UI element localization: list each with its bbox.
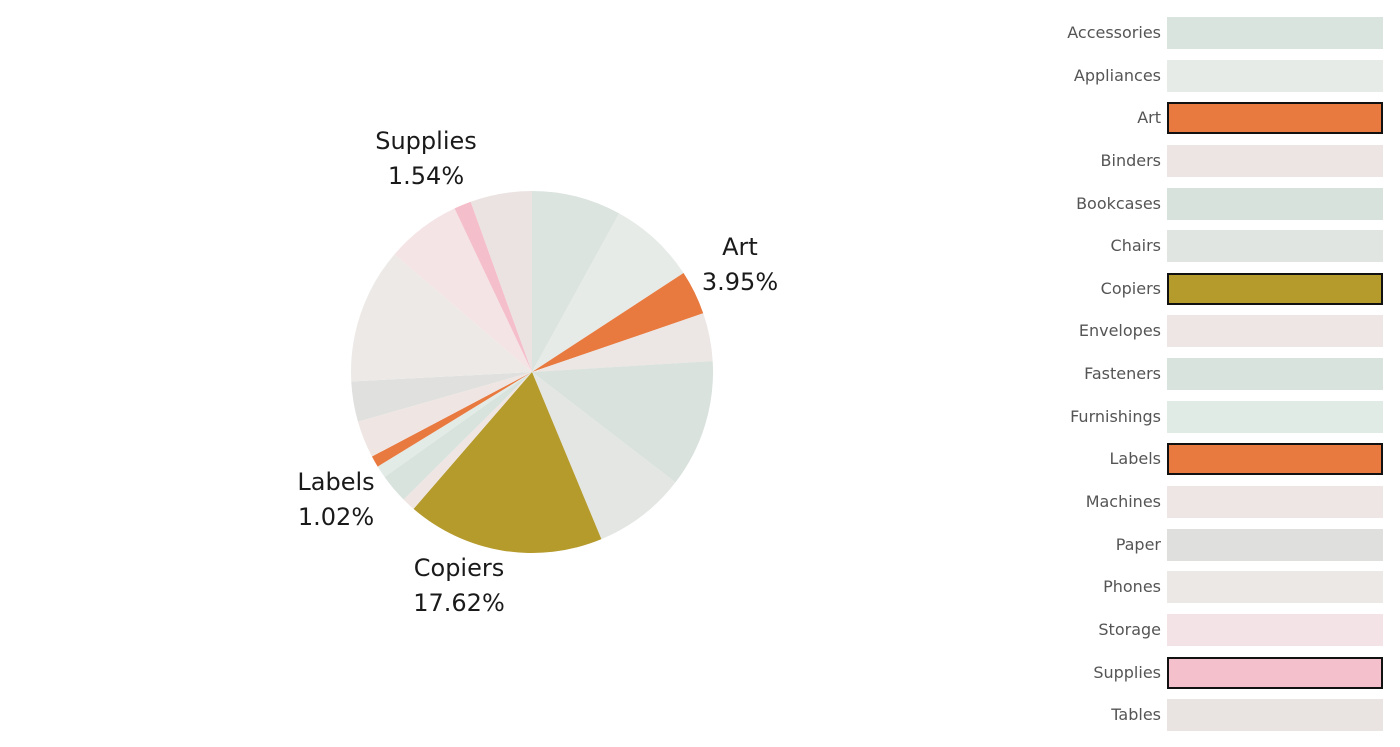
pie-label-labels-name: Labels xyxy=(297,468,374,496)
pie-label-art-name: Art xyxy=(722,233,758,261)
pie-slice-paper[interactable] xyxy=(351,372,532,422)
pie-chart: Art 3.95% Copiers 17.62% Labels 1.02% Supplies… xyxy=(297,127,778,617)
legend-label: Accessories xyxy=(1067,23,1161,42)
legend-item-appliances[interactable]: Appliances xyxy=(1040,59,1390,102)
legend-label: Binders xyxy=(1100,150,1161,170)
legend-swatch-paper[interactable] xyxy=(1167,528,1383,561)
legend-swatch-phones[interactable] xyxy=(1167,571,1383,604)
pie-slice-fasteners[interactable] xyxy=(384,372,532,500)
pie-slice-accessories[interactable] xyxy=(532,191,620,372)
legend-label: Appliances xyxy=(1073,65,1161,85)
pie-slice-bookcases[interactable] xyxy=(532,361,713,483)
legend-item-machines[interactable]: Machines xyxy=(1040,485,1390,528)
legend-item-tables[interactable]: Tables xyxy=(1040,698,1390,741)
legend-item-bookcases[interactable]: Bookcases xyxy=(1040,187,1390,230)
legend-swatch-art[interactable] xyxy=(1167,102,1383,135)
pie-slice-art[interactable] xyxy=(532,273,704,372)
pie-label-labels-value: 1.02% xyxy=(298,503,374,531)
legend-item-chairs[interactable]: Chairs xyxy=(1040,229,1390,272)
legend-item-phones[interactable]: Phones xyxy=(1040,570,1390,613)
legend-swatch-bookcases[interactable] xyxy=(1167,187,1383,220)
legend-swatch-envelopes[interactable] xyxy=(1167,315,1383,348)
legend-swatch-appliances[interactable] xyxy=(1167,59,1383,92)
legend-swatch-accessories[interactable] xyxy=(1167,17,1383,49)
category-legend: Accessories Appliances Art Binders Bookcases… xyxy=(1040,16,1390,741)
legend-label: Phones xyxy=(1103,577,1161,597)
legend-swatch-chairs[interactable] xyxy=(1167,230,1383,263)
legend-swatch-labels[interactable] xyxy=(1167,443,1383,476)
legend-item-copiers[interactable]: Copiers xyxy=(1040,272,1390,315)
legend-label: Envelopes xyxy=(1078,321,1161,341)
legend-swatch-supplies[interactable] xyxy=(1167,656,1383,689)
pie-slice-tables[interactable] xyxy=(470,191,532,372)
legend-label: Paper xyxy=(1115,534,1161,554)
legend-swatch-machines[interactable] xyxy=(1167,486,1383,519)
legend-item-supplies[interactable]: Supplies xyxy=(1040,656,1390,699)
pie-slice-copiers[interactable] xyxy=(413,372,602,554)
legend-label: Machines xyxy=(1085,492,1161,512)
legend-swatch-copiers[interactable] xyxy=(1167,272,1383,305)
legend-label: Fasteners xyxy=(1084,364,1161,384)
legend-swatch-furnishings[interactable] xyxy=(1167,400,1383,433)
legend-item-binders[interactable]: Binders xyxy=(1040,144,1390,187)
pie-chart-svg: Art 3.95% Copiers 17.62% Labels 1.02% Supplies… xyxy=(297,127,778,617)
pie-slice-furnishings[interactable] xyxy=(377,372,532,477)
pie-label-supplies-value: 1.54% xyxy=(388,162,464,190)
legend-item-furnishings[interactable]: Furnishings xyxy=(1040,400,1390,443)
legend-label: Storage xyxy=(1098,619,1161,639)
pie-slice-labels[interactable] xyxy=(371,372,532,467)
pie-label-copiers-value: 17.62% xyxy=(413,589,505,617)
pie-label-supplies-name: Supplies xyxy=(375,127,477,155)
legend-item-envelopes[interactable]: Envelopes xyxy=(1040,314,1390,357)
legend-label: Labels xyxy=(1109,449,1162,469)
legend-label: Tables xyxy=(1111,705,1161,725)
legend-item-accessories[interactable]: Accessories xyxy=(1040,16,1390,59)
legend-swatch-binders[interactable] xyxy=(1167,144,1383,177)
pie-slice-envelopes[interactable] xyxy=(403,372,532,509)
legend-label: Art xyxy=(1137,108,1161,128)
legend-swatch-tables[interactable] xyxy=(1167,699,1383,732)
pie-slice-chairs[interactable] xyxy=(532,372,676,540)
pie-slice-supplies[interactable] xyxy=(454,201,532,372)
pie-slice-phones[interactable] xyxy=(351,254,532,382)
legend-item-paper[interactable]: Paper xyxy=(1040,528,1390,571)
pie-slice-binders[interactable] xyxy=(532,313,713,372)
legend-item-art[interactable]: Art xyxy=(1040,101,1390,144)
pie-slice-storage[interactable] xyxy=(394,208,532,372)
legend-label: Supplies xyxy=(1093,662,1161,682)
pie-slice-machines[interactable] xyxy=(357,372,532,457)
legend-item-storage[interactable]: Storage xyxy=(1040,613,1390,656)
pie-label-art-value: 3.95% xyxy=(702,268,778,296)
legend-swatch-storage[interactable] xyxy=(1167,613,1383,646)
legend-label: Bookcases xyxy=(1076,193,1161,213)
legend-item-fasteners[interactable]: Fasteners xyxy=(1040,357,1390,400)
pie-label-copiers-name: Copiers xyxy=(414,554,504,582)
pie-slice-appliances[interactable] xyxy=(532,213,684,372)
legend-label: Chairs xyxy=(1110,236,1161,256)
legend-label: Furnishings xyxy=(1070,406,1161,426)
legend-swatch-fasteners[interactable] xyxy=(1167,358,1383,391)
legend-label: Copiers xyxy=(1100,278,1161,298)
legend-item-labels[interactable]: Labels xyxy=(1040,442,1390,485)
